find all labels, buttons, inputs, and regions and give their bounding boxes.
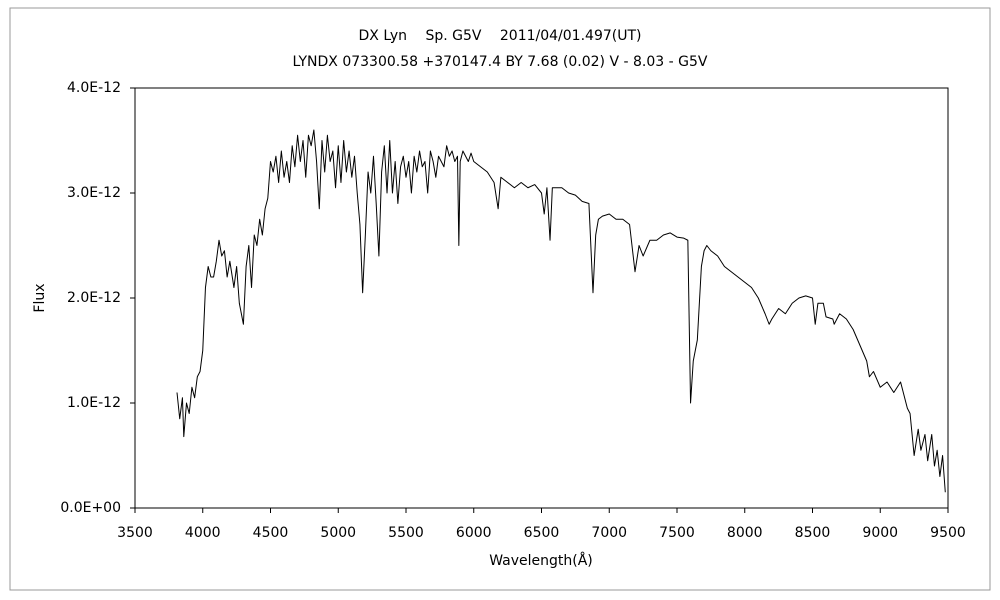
x-tick-label: 6000 [456, 525, 492, 541]
x-tick-label: 5000 [320, 525, 356, 541]
y-tick-label: 0.0E+00 [60, 500, 121, 516]
y-tick-label: 2.0E-12 [67, 290, 121, 306]
x-tick-label: 3500 [117, 525, 153, 541]
chart-subtitle: LYNDX 073300.58 +370147.4 BY 7.68 (0.02)… [293, 54, 708, 70]
y-tick-label: 1.0E-12 [67, 395, 121, 411]
x-tick-label: 7000 [591, 525, 627, 541]
x-tick-label: 8500 [795, 525, 831, 541]
spectrum-line [176, 129, 946, 493]
x-tick-label: 9500 [930, 525, 966, 541]
x-axis-label: Wavelength(Å) [489, 552, 593, 569]
x-tick-label: 8000 [727, 525, 763, 541]
x-tick-label: 9000 [862, 525, 898, 541]
chart-frame [9, 7, 991, 591]
y-axis-label: Flux [32, 283, 48, 312]
y-tick-label: 4.0E-12 [67, 80, 121, 96]
x-tick-label: 6500 [524, 525, 560, 541]
x-tick-label: 7500 [659, 525, 695, 541]
y-tick-label: 3.0E-12 [67, 185, 121, 201]
chart-title: DX Lyn Sp. G5V 2011/04/01.497(UT) [359, 28, 642, 44]
x-tick-label: 5500 [388, 525, 424, 541]
x-tick-label: 4000 [185, 525, 221, 541]
x-tick-label: 4500 [253, 525, 289, 541]
